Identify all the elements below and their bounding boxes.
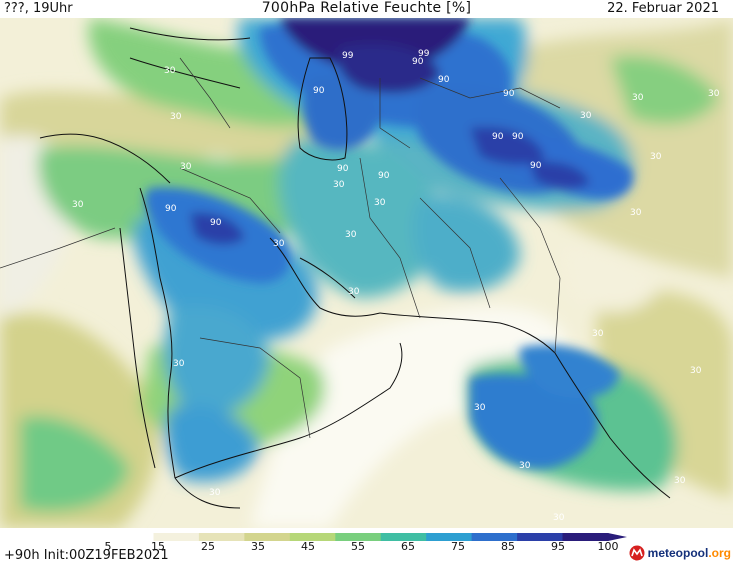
colorbar-swatch xyxy=(289,533,336,541)
meteopool-logo-icon xyxy=(629,545,645,561)
contour-label: 30 xyxy=(164,66,176,76)
init-time-label: +90h Init:00Z19FEB2021 xyxy=(4,548,169,563)
contour-label: 90 xyxy=(503,89,515,99)
contour-label: 90 xyxy=(313,86,325,96)
contour-label: 30 xyxy=(553,513,565,523)
contour-label: 90 xyxy=(210,218,222,228)
colorbar-tick-label: 65 xyxy=(401,540,415,553)
country-borders xyxy=(0,57,561,439)
contour-label: 99 xyxy=(418,49,430,59)
valid-time-label: ???, 19Uhr xyxy=(4,1,73,16)
footer-bar: 5 15 25 35 45 55 65 75 85 95 100 +90h Init:00Z19FE… xyxy=(0,528,733,566)
colorbar-tick-label: 55 xyxy=(351,540,365,553)
colorbar-tick-labels: 5 15 25 35 45 55 65 75 85 95 100 xyxy=(104,540,628,554)
contour-label: 30 xyxy=(333,180,345,190)
colorbar-swatch xyxy=(198,533,245,541)
colorbar-tick-label: 35 xyxy=(251,540,265,553)
contour-label: 30 xyxy=(170,112,182,122)
contour-label: 90 xyxy=(530,161,542,171)
colorbar-swatch xyxy=(380,533,427,541)
contour-label: 30 xyxy=(474,403,486,413)
contour-label: 30 xyxy=(345,230,357,240)
colorbar-tick-label: 5 xyxy=(104,540,112,553)
colorbar-tick-label: 75 xyxy=(451,540,465,553)
colorbar-tick-label: 100 xyxy=(597,540,619,553)
humidity-high-layer xyxy=(144,18,633,469)
contour-label: 90 xyxy=(412,57,424,67)
contour-labels: 99 99 90 90 90 90 90 90 90 90 90 90 90 3… xyxy=(72,49,720,523)
colorbar-swatch xyxy=(471,533,518,541)
header-bar: ???, 19Uhr 700hPa Relative Feuchte [%] 2… xyxy=(0,0,733,18)
contour-label: 30 xyxy=(273,239,285,249)
colorbar-tick-label: 15 xyxy=(151,540,165,553)
humidity-map: 99 99 90 90 90 90 90 90 90 90 90 90 90 3… xyxy=(0,18,733,528)
colorbar-swatch xyxy=(426,533,473,541)
contour-label: 30 xyxy=(519,461,531,471)
colorbar-swatch xyxy=(153,533,200,541)
contour-label: 30 xyxy=(632,93,644,103)
colorbar-swatch xyxy=(562,533,609,541)
colorbar-tick-label: 45 xyxy=(301,540,315,553)
contour-label: 90 xyxy=(512,132,524,142)
colorbar-swatch xyxy=(335,533,382,541)
contour-label: 30 xyxy=(374,198,386,208)
contour-label: 30 xyxy=(173,359,185,369)
contour-label: 90 xyxy=(165,204,177,214)
contour-label: 30 xyxy=(580,111,592,121)
contour-label: 90 xyxy=(492,132,504,142)
forecast-date: 22. Februar 2021 xyxy=(607,1,719,16)
contour-label: 30 xyxy=(690,366,702,376)
colorbar xyxy=(108,533,627,541)
contour-label: 30 xyxy=(209,488,221,498)
colorbar-extend-arrow xyxy=(608,533,627,541)
brand-name: meteopool xyxy=(647,546,709,560)
colorbar-tick-label: 25 xyxy=(201,540,215,553)
contour-label: 90 xyxy=(378,171,390,181)
contour-label: 30 xyxy=(592,329,604,339)
contour-label: 30 xyxy=(674,476,686,486)
contour-label: 30 xyxy=(72,200,84,210)
colorbar-tick-label: 95 xyxy=(551,540,565,553)
contour-label: 90 xyxy=(438,75,450,85)
contour-label: 30 xyxy=(708,89,720,99)
contour-label: 30 xyxy=(630,208,642,218)
coastlines xyxy=(39,27,671,509)
contour-label: 30 xyxy=(348,287,360,297)
contour-label: 90 xyxy=(337,164,349,174)
colorbar-swatch xyxy=(244,533,291,541)
colorbar-swatch xyxy=(517,533,564,541)
contour-label: 30 xyxy=(650,152,662,162)
brand-tld: .org xyxy=(708,546,731,560)
chart-title: 700hPa Relative Feuchte [%] xyxy=(261,0,472,16)
meteopool-logo[interactable]: meteopool.org xyxy=(629,545,731,561)
colorbar-swatch xyxy=(108,533,154,541)
colorbar-tick-label: 85 xyxy=(501,540,515,553)
contour-label: 99 xyxy=(342,51,354,61)
contour-label: 30 xyxy=(180,162,192,172)
